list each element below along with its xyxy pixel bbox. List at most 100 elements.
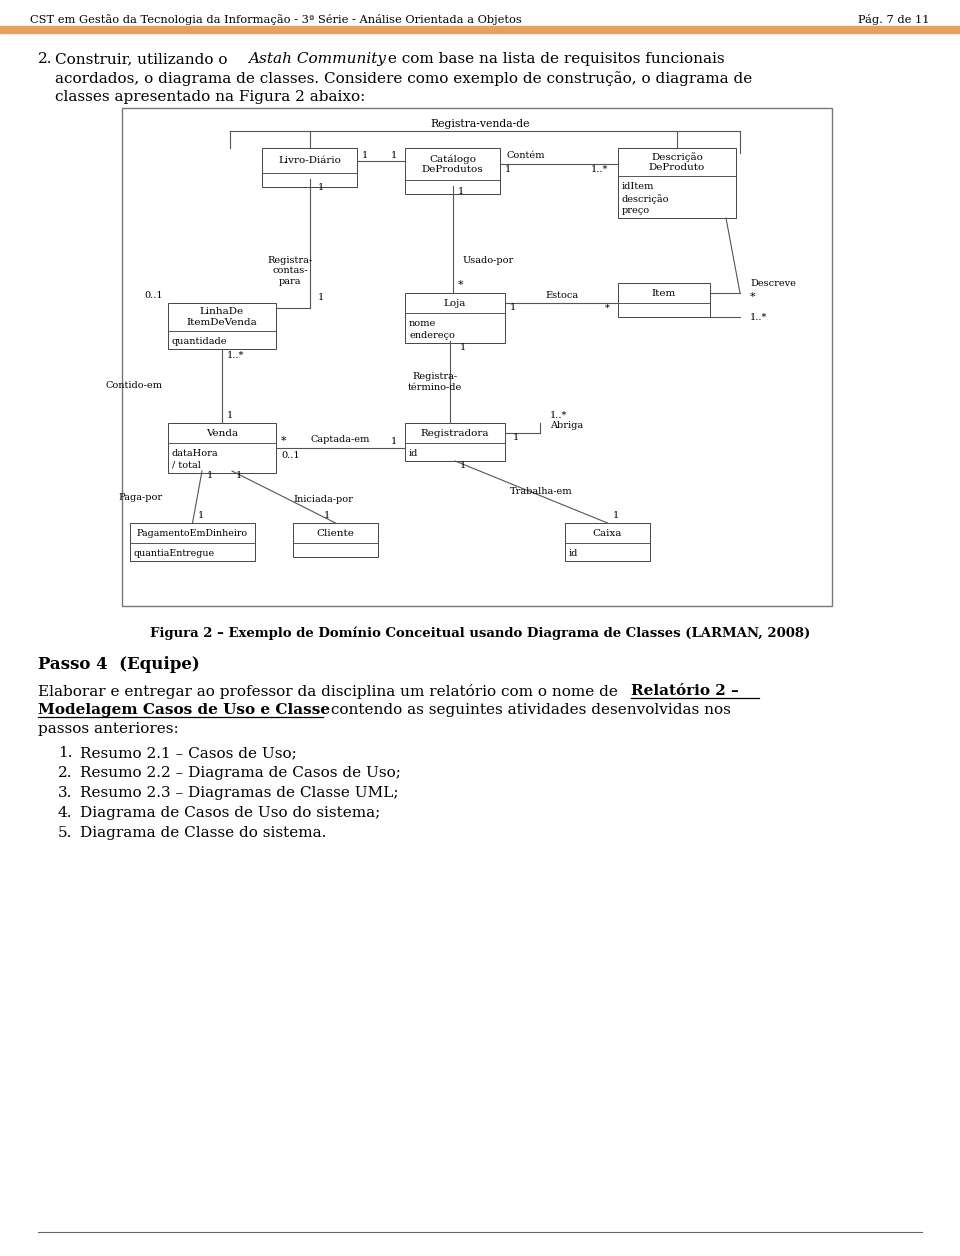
Text: 1: 1 (318, 294, 324, 303)
Text: 2.: 2. (38, 51, 53, 67)
Text: Descrição
DeProduto: Descrição DeProduto (649, 152, 706, 172)
Bar (405, 293, 505, 343)
Text: Loja: Loja (444, 299, 467, 308)
Bar (293, 522, 378, 556)
Text: Resumo 2.1 – Casos de Uso;: Resumo 2.1 – Casos de Uso; (80, 746, 297, 760)
Text: / total: / total (172, 461, 201, 470)
Bar (0, 26, 960, 33)
Text: *: * (605, 304, 610, 313)
Text: descrição: descrição (622, 193, 669, 203)
Text: Registradora: Registradora (420, 428, 490, 437)
Text: quantidade: quantidade (172, 337, 228, 345)
Text: 3.: 3. (58, 786, 72, 800)
Text: 1..*: 1..* (550, 411, 567, 420)
Text: Descreve: Descreve (750, 280, 796, 289)
Text: 1..*: 1..* (750, 313, 767, 322)
Text: Elaborar e entregar ao professor da disciplina um relatório com o nome de: Elaborar e entregar ao professor da disc… (38, 685, 623, 700)
Text: 1: 1 (324, 510, 330, 520)
Text: idItem: idItem (622, 182, 655, 191)
Text: 1: 1 (505, 165, 512, 173)
Text: 2.: 2. (58, 766, 73, 780)
Bar (168, 423, 276, 474)
Text: 1: 1 (510, 304, 516, 313)
Text: Contém: Contém (507, 152, 545, 161)
Text: Resumo 2.2 – Diagrama de Casos de Uso;: Resumo 2.2 – Diagrama de Casos de Uso; (80, 766, 401, 780)
Text: Registra-venda-de: Registra-venda-de (430, 119, 530, 129)
Text: 1: 1 (391, 151, 397, 160)
Text: 1: 1 (318, 182, 324, 191)
Text: 1: 1 (458, 187, 464, 196)
Text: Diagrama de Casos de Uso do sistema;: Diagrama de Casos de Uso do sistema; (80, 806, 380, 820)
Text: Modelagem Casos de Uso e Classe: Modelagem Casos de Uso e Classe (38, 703, 330, 717)
Text: Caixa: Caixa (593, 529, 622, 538)
Text: Registra-
contas-
para: Registra- contas- para (268, 256, 313, 286)
Text: Resumo 2.3 – Diagramas de Classe UML;: Resumo 2.3 – Diagramas de Classe UML; (80, 786, 398, 800)
Text: Paga-por: Paga-por (119, 492, 163, 501)
Text: 1: 1 (198, 510, 204, 520)
Text: endereço: endereço (409, 332, 455, 340)
Text: 0..1: 0..1 (281, 451, 300, 460)
Text: 1.: 1. (58, 746, 73, 760)
Text: 1: 1 (207, 471, 213, 481)
Text: passos anteriores:: passos anteriores: (38, 722, 179, 736)
Bar (618, 283, 710, 317)
Text: Relatório 2 –: Relatório 2 – (631, 685, 739, 698)
Text: Passo 4  (Equipe): Passo 4 (Equipe) (38, 656, 200, 673)
Text: Contido-em: Contido-em (106, 382, 163, 391)
Bar (130, 522, 255, 561)
Text: 1: 1 (362, 151, 369, 160)
Text: 1: 1 (460, 343, 467, 352)
Text: *: * (281, 436, 287, 446)
Text: Pág. 7 de 11: Pág. 7 de 11 (858, 14, 930, 25)
Text: 1..*: 1..* (227, 350, 245, 359)
Text: *: * (750, 291, 756, 301)
Text: 1: 1 (513, 433, 519, 442)
Text: Astah Community: Astah Community (248, 51, 386, 67)
Text: nome: nome (409, 319, 436, 328)
Text: 1: 1 (236, 471, 242, 481)
Text: 4.: 4. (58, 806, 73, 820)
Text: contendo as seguintes atividades desenvolvidas nos: contendo as seguintes atividades desenvo… (326, 703, 731, 717)
Text: classes apresentado na Figura 2 abaixo:: classes apresentado na Figura 2 abaixo: (55, 90, 366, 104)
Text: id: id (569, 549, 578, 558)
Bar (618, 148, 736, 219)
Text: Venda: Venda (206, 428, 238, 437)
Text: PagamentoEmDinheiro: PagamentoEmDinheiro (137, 529, 248, 538)
Text: LinhaDe
ItemDeVenda: LinhaDe ItemDeVenda (186, 308, 257, 327)
Text: acordados, o diagrama de classes. Considere como exemplo de construção, o diagra: acordados, o diagrama de classes. Consid… (55, 72, 753, 85)
Text: 5.: 5. (58, 826, 72, 840)
Text: Abriga: Abriga (550, 421, 583, 430)
Text: id: id (409, 448, 419, 458)
Text: 0..1: 0..1 (144, 290, 163, 299)
Text: 1: 1 (227, 411, 233, 420)
Text: Captada-em: Captada-em (311, 435, 371, 443)
Text: Figura 2 – Exemplo de Domínio Conceitual usando Diagrama de Classes (LARMAN, 200: Figura 2 – Exemplo de Domínio Conceitual… (150, 625, 810, 639)
Bar (262, 148, 357, 187)
Text: Livro-Diário: Livro-Diário (278, 156, 341, 165)
Text: Usado-por: Usado-por (463, 256, 514, 265)
Text: Diagrama de Classe do sistema.: Diagrama de Classe do sistema. (80, 826, 326, 840)
Text: e com base na lista de requisitos funcionais: e com base na lista de requisitos funcio… (383, 51, 725, 67)
Text: Cliente: Cliente (317, 529, 354, 538)
Text: CST em Gestão da Tecnologia da Informação - 3ª Série - Análise Orientada a Objet: CST em Gestão da Tecnologia da Informaçã… (30, 14, 521, 25)
Text: Catálogo
DeProdutos: Catálogo DeProdutos (421, 154, 483, 173)
Bar (168, 303, 276, 349)
Text: 1..*: 1..* (590, 165, 608, 173)
Text: Item: Item (652, 289, 676, 298)
Text: preço: preço (622, 206, 650, 215)
Text: 1: 1 (612, 510, 619, 520)
Text: 1: 1 (460, 461, 467, 471)
Bar (565, 522, 650, 561)
Text: Iniciada-por: Iniciada-por (294, 495, 353, 504)
Text: Estoca: Estoca (545, 290, 578, 299)
Text: Trabalha-em: Trabalha-em (510, 487, 572, 496)
Text: dataHora: dataHora (172, 448, 219, 458)
Text: 1: 1 (391, 437, 397, 446)
Bar (122, 108, 832, 605)
Bar (405, 148, 500, 193)
Text: Construir, utilizando o: Construir, utilizando o (55, 51, 232, 67)
Bar (405, 423, 505, 461)
Text: *: * (458, 280, 463, 290)
Text: quantiaEntregue: quantiaEntregue (134, 549, 215, 558)
Text: Registra-
término-de: Registra- término-de (408, 372, 462, 392)
